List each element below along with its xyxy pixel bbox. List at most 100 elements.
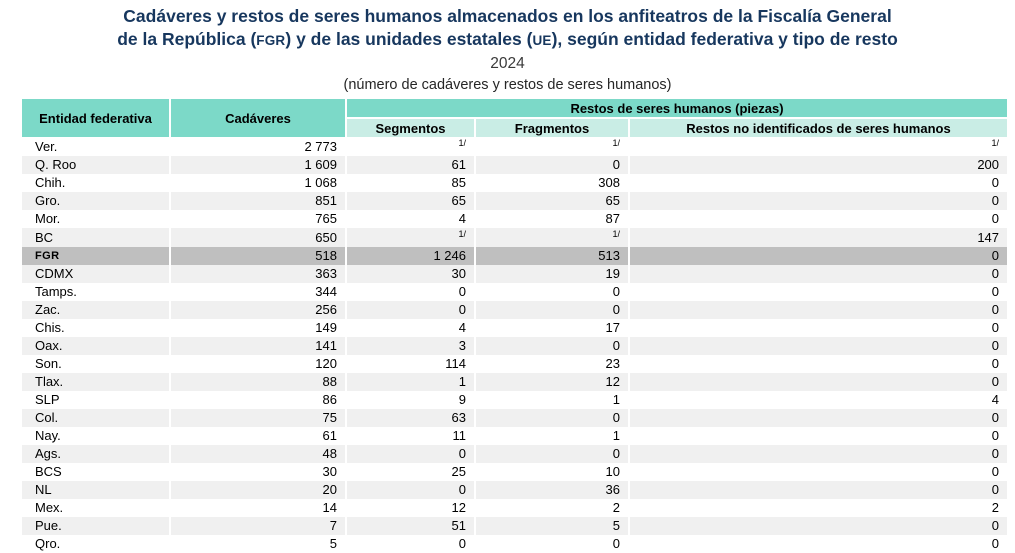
entity-cell: CDMX (22, 265, 169, 283)
table-row: Mor. 765 4 87 0 (22, 210, 1007, 228)
value-cell: 1 609 (171, 156, 345, 174)
column-header-cadaveres: Cadáveres (171, 99, 345, 137)
entity-cell: SLP (35, 392, 60, 407)
value-cell: 20 (171, 481, 345, 499)
value-cell: 0 (476, 337, 628, 355)
value-cell: 65 (347, 192, 474, 210)
entity-cell: Mor. (35, 211, 61, 226)
value-cell: 1 (612, 428, 620, 443)
column-group-header-restos: Restos de seres humanos (piezas) (347, 99, 1008, 120)
title-text-segment: de la República ( (117, 29, 257, 49)
value-cell: 5 (476, 517, 628, 535)
footnote-marker: 1/ (612, 229, 620, 239)
entity-cell: Qro. (35, 536, 61, 551)
entity-cell: Chis. (35, 320, 65, 335)
value-cell: 0 (458, 284, 466, 299)
entity-cell: Ags. (22, 445, 169, 463)
table-body: Ver. 2 773 1/1/1/Q. Roo 1 609 61 0 200 Chih. 1 0… (22, 137, 1008, 553)
value-cell: 19 (476, 265, 628, 283)
value-cell: 0 (630, 301, 1008, 319)
value-cell: 0 (630, 409, 1008, 427)
value-cell: 2 (612, 500, 620, 515)
value-cell: 17 (605, 320, 620, 335)
table-row: Ver. 2 773 1/1/1/ (22, 137, 1007, 156)
value-cell: 0 (630, 247, 1008, 265)
title-abbr-smallcaps: UE (532, 33, 552, 48)
entity-cell: Son. (35, 356, 62, 371)
value-cell: 256 (171, 301, 345, 319)
value-cell: 344 (315, 284, 337, 299)
footnote-marker: 1/ (612, 138, 620, 148)
table-row: Son. 120 114 23 0 (22, 355, 1007, 373)
value-cell: 65 (476, 192, 628, 210)
value-cell: 2 (991, 500, 1000, 515)
table-row: SLP 86 9 1 4 (22, 391, 1007, 409)
value-cell: 650 (171, 228, 345, 247)
footnote-marker: 1/ (458, 138, 466, 148)
title-text-segment: Cadáveres y restos de seres humanos alma… (123, 6, 892, 26)
table-row: Qro. 5 0 0 0 (22, 535, 1007, 553)
title-abbr-smallcaps: FGR (256, 33, 286, 48)
value-cell: 3 (347, 337, 474, 355)
value-cell: 0 (630, 265, 1008, 283)
table-header: Entidad federativa Cadáveres Restos de s… (22, 99, 1008, 137)
title-year: 2024 (490, 55, 525, 72)
value-cell: 0 (630, 192, 1008, 210)
value-cell: 0 (991, 536, 1000, 551)
value-cell: 61 (322, 428, 337, 443)
value-cell: 1 068 (304, 175, 337, 190)
table-row: Gro. 851 65 65 0 (22, 192, 1008, 210)
entity-cell: Gro. (22, 192, 169, 210)
value-cell: 30 (347, 265, 474, 283)
column-header-entity: Entidad federativa (22, 99, 169, 137)
value-cell: 0 (630, 373, 1008, 391)
value-cell: 75 (171, 409, 345, 427)
value-cell: 851 (171, 192, 345, 210)
value-cell: 7 (171, 517, 345, 535)
value-cell: 1/ (476, 137, 628, 156)
table-row: NL 20 0 36 0 (22, 481, 1008, 499)
value-cell: 1/ (347, 228, 474, 247)
column-header-fragmentos: Fragmentos (476, 119, 628, 137)
entity-cell: Q. Roo (22, 156, 169, 174)
title-text-segment: ), según entidad federativa y tipo de re… (551, 29, 898, 49)
value-cell: 0 (630, 445, 1008, 463)
table-row: BC 650 1/1/147 (22, 228, 1008, 247)
entity-cell: Nay. (35, 428, 61, 443)
value-cell: 0 (458, 536, 466, 551)
entity-cell: Tamps. (35, 284, 77, 299)
value-cell: 0 (991, 320, 1000, 335)
table-row: Col. 75 63 0 0 (22, 409, 1008, 427)
value-cell: 1 (612, 392, 620, 407)
value-cell: 4 (458, 320, 466, 335)
value-cell: 25 (451, 464, 466, 479)
entity-cell: Mex. (35, 500, 64, 515)
value-cell: 0 (991, 428, 1000, 443)
value-cell: 10 (605, 464, 620, 479)
value-cell: 2 773 (304, 138, 337, 154)
column-header-restos-no-identificados: Restos no identificados de seres humanos (630, 119, 1008, 137)
value-cell: 85 (451, 175, 466, 190)
value-cell: 61 (347, 156, 474, 174)
entity-cell: Pue. (22, 517, 169, 535)
value-cell: 0 (476, 409, 628, 427)
value-cell: 0 (476, 301, 628, 319)
value-cell: 0 (347, 301, 474, 319)
column-header-segmentos: Segmentos (347, 119, 474, 137)
value-cell: 23 (605, 356, 620, 371)
value-cell: 30 (322, 464, 337, 479)
value-cell: 0 (630, 517, 1008, 535)
value-cell: 48 (171, 445, 345, 463)
value-cell: 513 (476, 247, 628, 265)
entity-cell: Tlax. (22, 373, 169, 391)
table-row: CDMX 363 30 19 0 (22, 265, 1008, 283)
value-cell: 518 (171, 247, 345, 265)
value-cell: 765 (315, 211, 337, 226)
table-row: Q. Roo 1 609 61 0 200 (22, 156, 1008, 174)
value-cell: 0 (630, 481, 1008, 499)
table-row: Oax. 141 3 0 0 (22, 337, 1008, 355)
title-text-segment: ) y de las unidades estatales ( (285, 29, 533, 49)
value-cell: 120 (315, 356, 337, 371)
value-cell: 0 (991, 175, 1000, 190)
entity-cell: BCS (35, 464, 62, 479)
